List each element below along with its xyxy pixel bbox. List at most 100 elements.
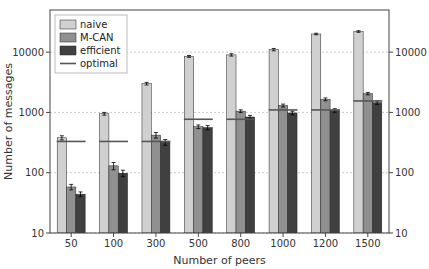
marks (57, 31, 383, 233)
x-tick (325, 233, 326, 237)
grid (50, 52, 389, 233)
error-cap (154, 138, 158, 139)
error-cap (248, 115, 252, 116)
y-tick-label: 1000 (19, 107, 44, 118)
error-cap (239, 112, 243, 113)
error-cap (356, 30, 360, 31)
legend-box (55, 15, 127, 73)
bar (278, 106, 287, 233)
x-tick (367, 233, 368, 237)
error-cap (196, 128, 200, 129)
bar-series (57, 31, 363, 233)
chart: 1010010001000010100100010000501003005008… (0, 0, 429, 269)
error-cap (206, 129, 210, 130)
error-bar (272, 48, 276, 50)
y-tick (46, 112, 50, 113)
y2-tick (389, 233, 393, 234)
error-bar (163, 140, 167, 146)
error-cap (145, 82, 149, 83)
error-cap (375, 104, 379, 105)
y-tick (46, 172, 50, 173)
bar (142, 84, 151, 233)
y2-tick-label: 100 (395, 167, 414, 178)
y-axis-label: Number of messages (2, 63, 15, 180)
error-cap (272, 50, 276, 51)
bar (161, 142, 170, 233)
error-cap (239, 109, 243, 110)
error-cap (69, 189, 73, 190)
x-tick-label: 1200 (313, 238, 338, 249)
bar (330, 110, 339, 233)
error-cap (121, 170, 125, 171)
error-cap (333, 112, 337, 113)
error-cap (79, 191, 83, 192)
optimal-segment (57, 141, 86, 143)
legend-label: naive (80, 19, 107, 30)
y-tick-label: 10 (31, 228, 44, 239)
x-tick-label: 300 (146, 238, 165, 249)
error-bar (248, 115, 252, 118)
bar (269, 50, 278, 233)
bar (151, 135, 160, 233)
error-bar (206, 126, 210, 130)
error-line (250, 115, 251, 118)
y2-tick (389, 172, 393, 173)
legend-swatch (60, 33, 76, 42)
error-cap (102, 115, 106, 116)
error-cap (356, 32, 360, 33)
optimal-segment (141, 141, 170, 143)
error-bar (102, 112, 106, 115)
error-line (207, 126, 208, 130)
y-tick (46, 233, 50, 234)
error-cap (290, 111, 294, 112)
error-cap (196, 124, 200, 125)
x-tick (113, 233, 114, 237)
error-bar (69, 184, 73, 189)
error-cap (121, 176, 125, 177)
error-cap (69, 184, 73, 185)
error-line (71, 184, 72, 189)
error-cap (102, 112, 106, 113)
error-line (240, 110, 241, 113)
y2-tick-label: 10000 (395, 47, 427, 58)
error-bar (187, 55, 191, 57)
error-line (122, 170, 123, 176)
bar (100, 114, 109, 233)
plot-frame (50, 10, 389, 233)
error-cap (333, 108, 337, 109)
bar (288, 113, 297, 233)
error-cap (112, 162, 116, 163)
error-cap (314, 34, 318, 35)
bar (57, 138, 66, 233)
x-tick-label: 1000 (270, 238, 295, 249)
y2-tick-label: 1000 (395, 107, 420, 118)
bar (236, 111, 245, 233)
bar (109, 166, 118, 233)
error-cap (163, 145, 167, 146)
hline-series (57, 101, 383, 142)
error-cap (366, 94, 370, 95)
bar (354, 31, 363, 233)
x-tick-label: 800 (231, 238, 250, 249)
optimal-segment (226, 118, 255, 120)
error-cap (187, 57, 191, 58)
bar (184, 56, 193, 233)
error-line (165, 140, 166, 146)
x-tick (155, 233, 156, 237)
legend-label: optimal (80, 58, 118, 69)
error-line (80, 192, 81, 197)
error-bar (314, 33, 318, 35)
error-line (292, 111, 293, 114)
error-cap (366, 92, 370, 93)
x-tick-label: 50 (65, 238, 78, 249)
bar-series (67, 92, 373, 233)
legend-label: efficient (80, 45, 121, 56)
y2-tick-label: 10 (395, 228, 408, 239)
legend-swatch (60, 20, 76, 29)
bar (321, 99, 330, 233)
y-tick-label: 10000 (12, 47, 44, 58)
error-line (325, 98, 326, 101)
error-bar (112, 162, 116, 169)
error-bar (356, 31, 360, 33)
legend-swatch (60, 63, 76, 65)
